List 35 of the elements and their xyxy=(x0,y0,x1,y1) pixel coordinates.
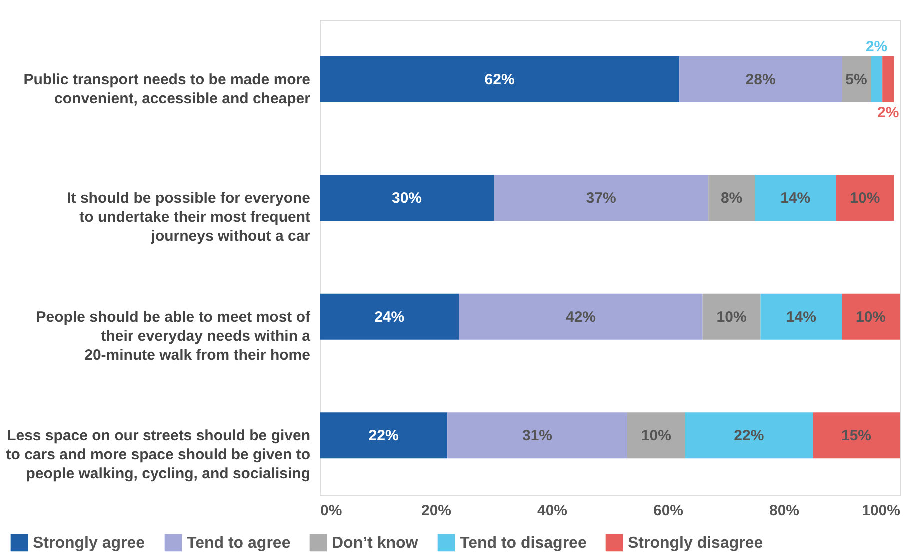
data-label: 31% xyxy=(522,428,553,445)
x-tick-label: 0% xyxy=(320,502,342,520)
data-label: 22% xyxy=(734,428,764,445)
data-label: 15% xyxy=(841,428,872,445)
y-tick-label: Less space on our streets should be given to cars and more space should be given to people walking, cycling, and socialising xyxy=(6,428,310,483)
data-label: 42% xyxy=(566,308,596,326)
legend-label: Don’t know xyxy=(332,534,419,552)
legend-label: Tend to agree xyxy=(187,534,291,552)
y-tick-label: It should be possible for everyone to undertake their most frequent journeys without a car xyxy=(67,190,311,246)
data-label: 28% xyxy=(746,71,776,88)
legend-label: Strongly disagree xyxy=(628,534,764,552)
data-label: 2% xyxy=(878,104,900,122)
data-label: 10% xyxy=(716,308,747,326)
data-label: 14% xyxy=(780,190,811,208)
data-label: 37% xyxy=(586,190,616,208)
data-label: 8% xyxy=(720,190,743,208)
x-tick-label: 20% xyxy=(421,502,452,520)
y-tick-label: Public transport needs to be made more convenient, accessible and cheaper xyxy=(24,71,311,108)
x-tick-label: 80% xyxy=(769,502,800,520)
data-label: 24% xyxy=(374,308,405,326)
x-tick-label: 40% xyxy=(537,502,568,520)
x-tick-label: 100% xyxy=(862,502,900,520)
data-label: 22% xyxy=(368,428,399,445)
data-label: 62% xyxy=(484,71,515,88)
data-label: 30% xyxy=(392,190,422,208)
data-label: 10% xyxy=(850,190,880,208)
data-label: 2% xyxy=(866,38,888,56)
data-label: 14% xyxy=(786,308,816,326)
data-label: 10% xyxy=(641,428,672,445)
legend-label: Strongly agree xyxy=(33,534,146,552)
data-label: 10% xyxy=(856,308,886,326)
data-label: 5% xyxy=(846,71,868,88)
x-tick-label: 60% xyxy=(653,502,684,520)
y-tick-label: People should be able to meet most of their everyday needs within a 20-minute walk from their home xyxy=(36,308,312,364)
legend-label: Tend to disagree xyxy=(460,534,587,552)
